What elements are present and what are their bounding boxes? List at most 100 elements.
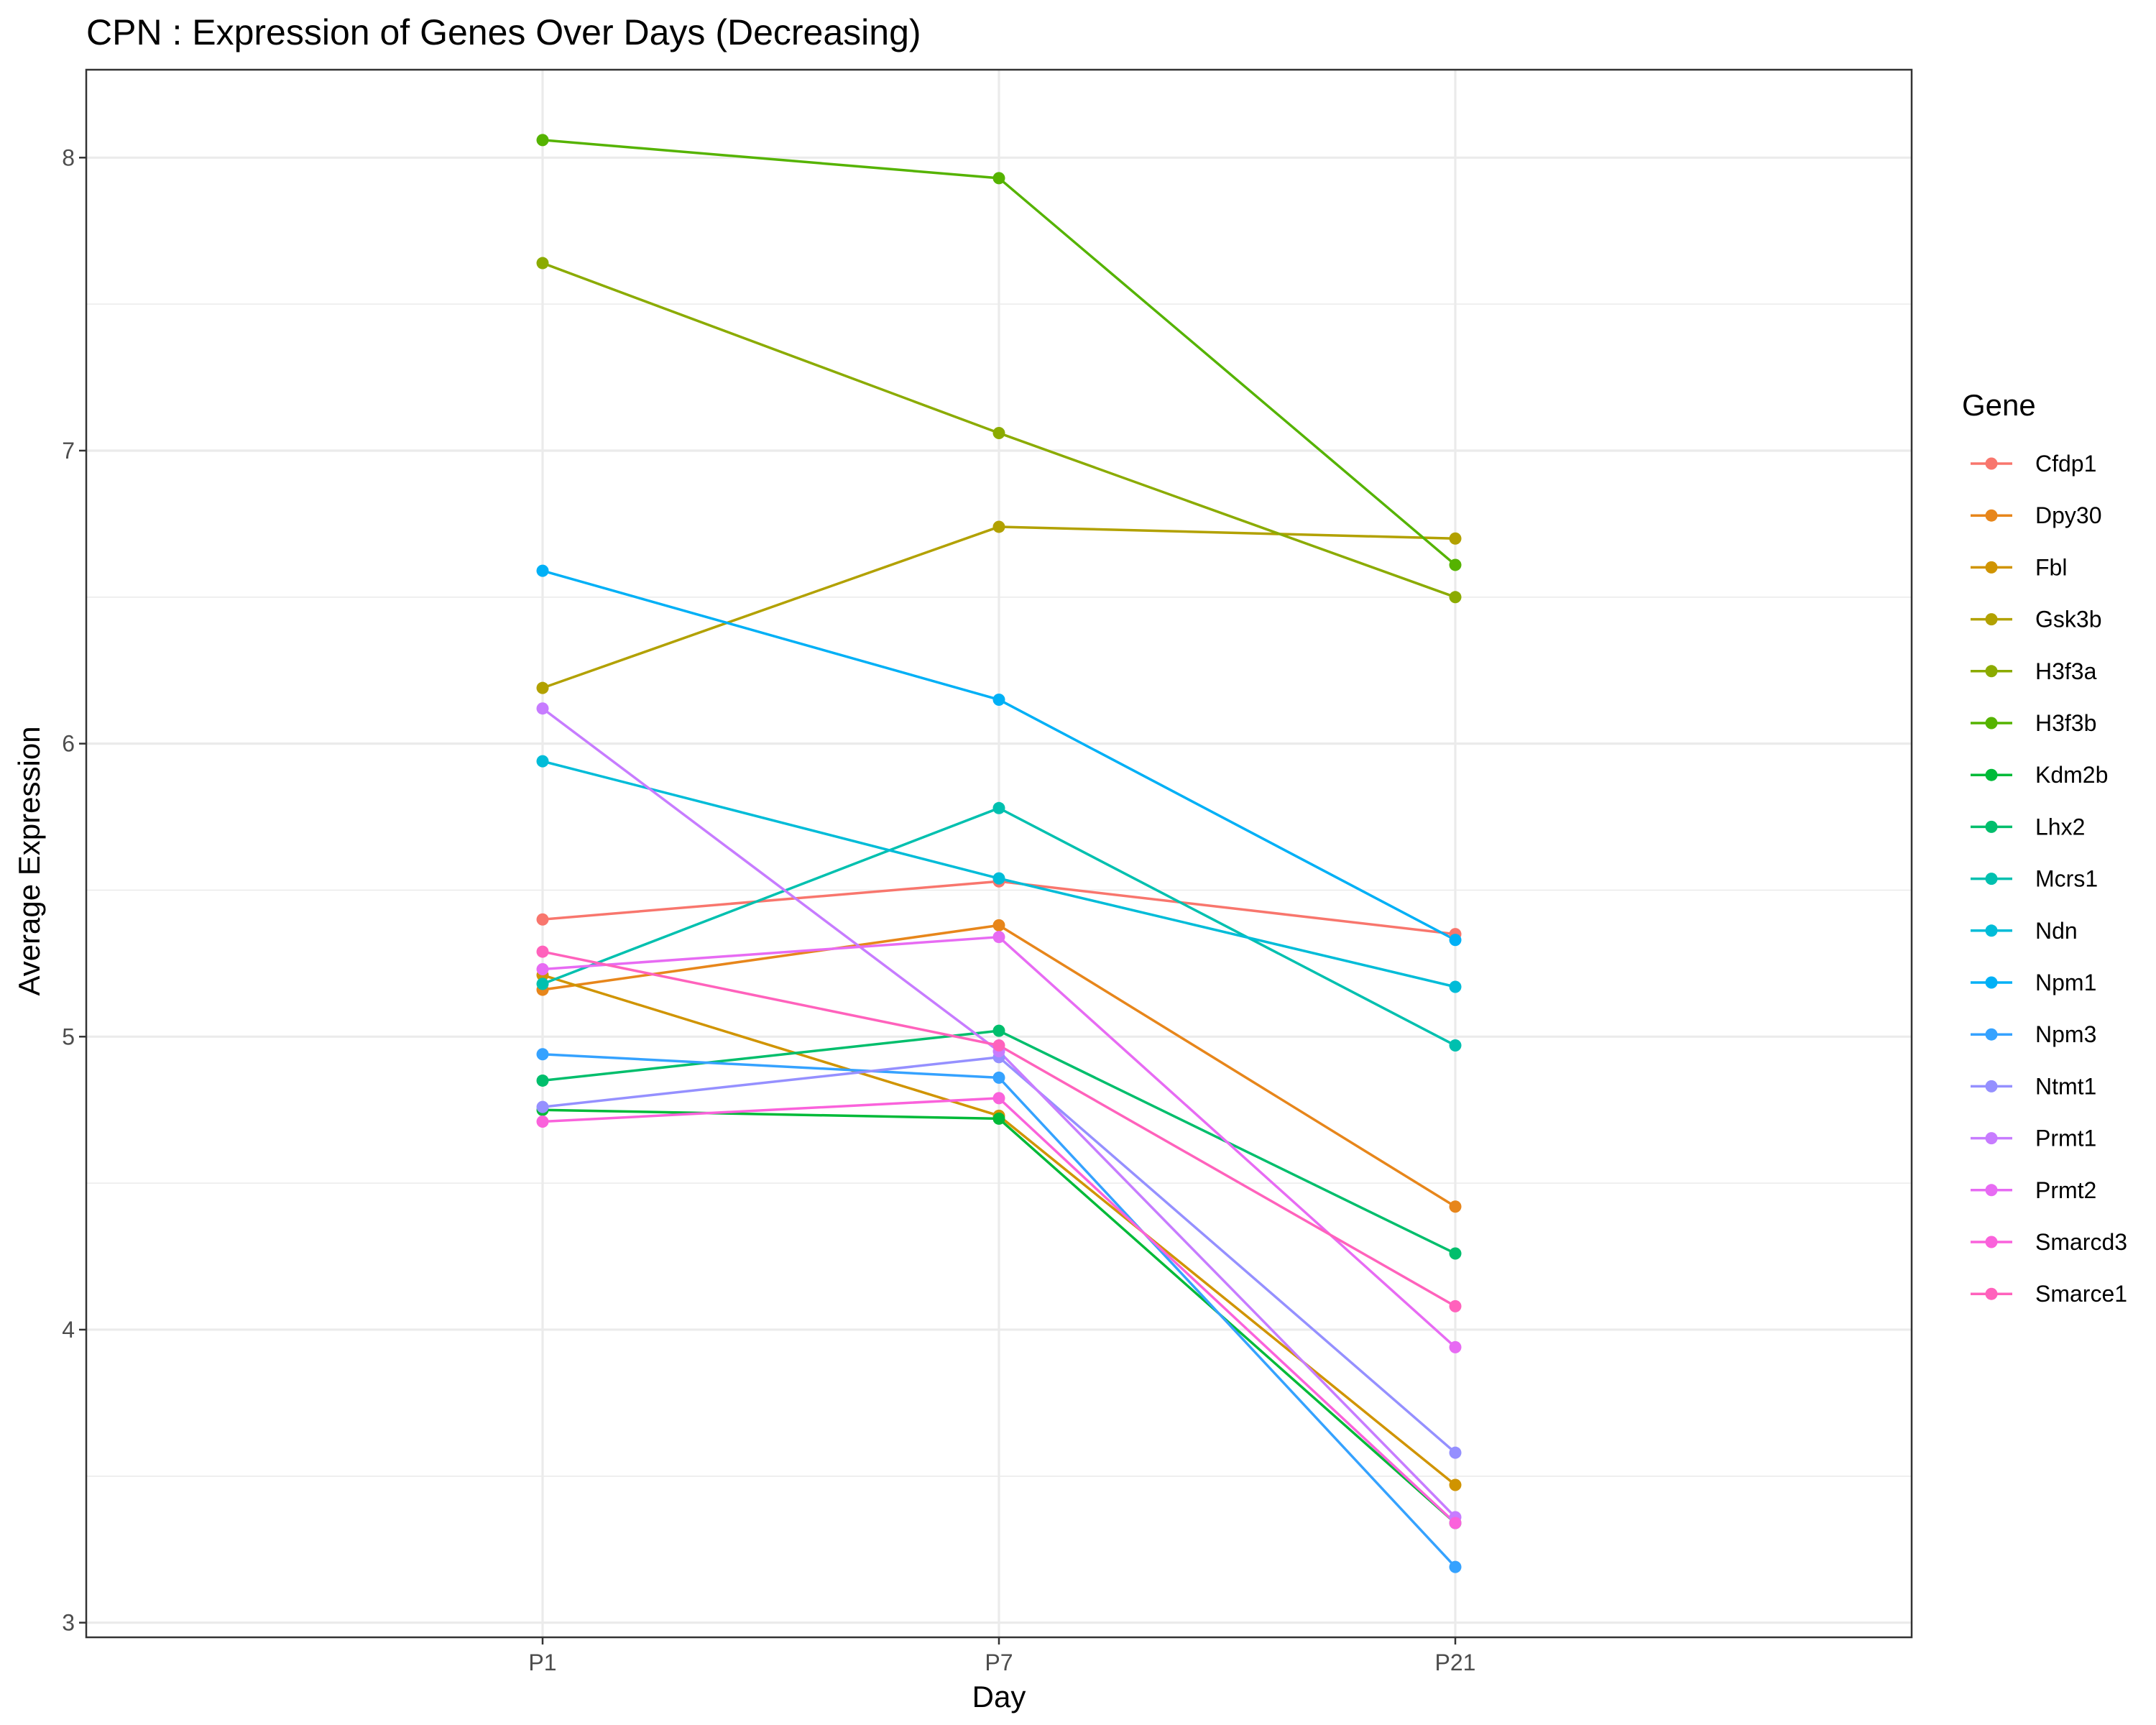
legend-item-smarce1: Smarce1 — [1971, 1281, 2127, 1307]
data-point-prmt2 — [536, 963, 549, 976]
legend-key-point — [1985, 561, 1998, 574]
legend-label: Npm3 — [2035, 1021, 2096, 1047]
data-point-npm3 — [992, 1071, 1005, 1084]
legend-key-point — [1985, 1028, 1998, 1041]
legend-item-prmt2: Prmt2 — [1971, 1177, 2096, 1203]
data-point-dpy30 — [992, 919, 1005, 932]
grid-lines — [86, 70, 1912, 1637]
y-tick-label: 3 — [62, 1610, 75, 1636]
x-tick-label: P1 — [528, 1650, 556, 1675]
y-axis-ticks: 3 4 5 6 7 8 — [62, 144, 86, 1636]
legend-label: Gsk3b — [2035, 607, 2101, 632]
data-point-h3f3b — [1449, 558, 1462, 571]
legend-key-point — [1985, 768, 1998, 781]
legend-label: Dpy30 — [2035, 502, 2102, 528]
data-point-fbl — [1449, 1478, 1462, 1491]
legend-item-smarcd3: Smarcd3 — [1971, 1229, 2127, 1255]
legend-key-point — [1985, 665, 1998, 678]
legend-item-h3f3a: H3f3a — [1971, 658, 2097, 684]
legend-label: Kdm2b — [2035, 762, 2108, 788]
legend-label: Lhx2 — [2035, 814, 2085, 840]
legend-label: Mcrs1 — [2035, 866, 2098, 892]
legend-key-point — [1985, 976, 1998, 989]
legend-key-point — [1985, 717, 1998, 730]
legend-key-point — [1985, 1236, 1998, 1248]
legend-item-h3f3b: H3f3b — [1971, 710, 2096, 736]
data-point-npm3 — [1449, 1560, 1462, 1573]
legend-items: Cfdp1 Dpy30 Fbl Gsk3b H3f3a H3f3b Kdm2b Lhx2 Mcr… — [1971, 451, 2127, 1307]
data-point-npm3 — [536, 1048, 549, 1061]
y-tick-label: 4 — [62, 1317, 75, 1343]
legend-item-kdm2b: Kdm2b — [1971, 762, 2108, 788]
y-tick-label: 7 — [62, 438, 75, 464]
data-point-prmt2 — [992, 931, 1005, 944]
data-point-ndn — [536, 755, 549, 768]
data-point-gsk3b — [536, 681, 549, 694]
legend-key-point — [1985, 1132, 1998, 1145]
data-point-ntmt1 — [536, 1100, 549, 1113]
x-axis-ticks: P1 P7 P21 — [528, 1637, 1475, 1675]
legend-key-point — [1985, 1080, 1998, 1092]
legend-item-prmt1: Prmt1 — [1971, 1126, 2096, 1151]
x-tick-label: P7 — [985, 1650, 1013, 1675]
legend-item-cfdp1: Cfdp1 — [1971, 451, 2096, 477]
legend-title: Gene — [1962, 388, 2036, 422]
data-point-h3f3b — [536, 134, 549, 147]
legend-key-point — [1985, 1287, 1998, 1300]
x-tick-label: P21 — [1435, 1650, 1476, 1675]
legend-item-npm3: Npm3 — [1971, 1021, 2096, 1047]
data-point-ndn — [992, 872, 1005, 885]
legend-key-point — [1985, 873, 1998, 886]
legend-key-point — [1985, 924, 1998, 937]
data-point-lhx2 — [1449, 1247, 1462, 1260]
legend-key-point — [1985, 613, 1998, 626]
data-point-dpy30 — [1449, 1200, 1462, 1213]
legend-key-point — [1985, 820, 1998, 833]
y-tick-label: 6 — [62, 731, 75, 757]
y-tick-label: 8 — [62, 144, 75, 170]
data-point-h3f3b — [992, 172, 1005, 185]
data-point-kdm2b — [992, 1112, 1005, 1125]
data-point-lhx2 — [536, 1074, 549, 1087]
legend-label: Npm1 — [2035, 970, 2096, 995]
data-point-h3f3a — [536, 257, 549, 270]
legend-item-lhx2: Lhx2 — [1971, 814, 2085, 840]
legend-key-point — [1985, 457, 1998, 470]
legend-item-dpy30: Dpy30 — [1971, 502, 2102, 528]
data-point-mcrs1 — [1449, 1039, 1462, 1052]
data-point-smarcd3 — [536, 1116, 549, 1128]
legend-label: Smarcd3 — [2035, 1229, 2127, 1255]
data-point-smarcd3 — [992, 1092, 1005, 1105]
data-point-lhx2 — [992, 1024, 1005, 1037]
data-point-npm1 — [1449, 934, 1462, 947]
data-point-npm1 — [992, 693, 1005, 706]
data-point-ndn — [1449, 980, 1462, 993]
legend-item-npm1: Npm1 — [1971, 970, 2096, 995]
legend-label: Fbl — [2035, 554, 2067, 580]
data-point-prmt2 — [1449, 1340, 1462, 1353]
legend-label: H3f3a — [2035, 658, 2097, 684]
legend-item-ndn: Ndn — [1971, 918, 2078, 944]
data-point-gsk3b — [992, 520, 1005, 533]
data-point-prmt1 — [536, 702, 549, 715]
y-tick-label: 5 — [62, 1024, 75, 1049]
legend-label: Cfdp1 — [2035, 451, 2096, 477]
legend-label: Smarce1 — [2035, 1281, 2127, 1307]
data-point-npm1 — [536, 564, 549, 577]
legend-label: Ntmt1 — [2035, 1073, 2096, 1099]
chart-title: CPN : Expression of Genes Over Days (Dec… — [86, 12, 921, 52]
data-point-h3f3a — [992, 427, 1005, 440]
legend-label: Prmt2 — [2035, 1177, 2096, 1203]
legend-item-mcrs1: Mcrs1 — [1971, 866, 2098, 892]
data-point-smarce1 — [992, 1039, 1005, 1052]
data-point-gsk3b — [1449, 532, 1462, 545]
data-point-ntmt1 — [1449, 1446, 1462, 1459]
legend-item-gsk3b: Gsk3b — [1971, 607, 2101, 632]
y-axis-title: Average Expression — [12, 726, 46, 995]
legend: Gene Cfdp1 Dpy30 Fbl Gsk3b H3f3a H3f3b Kdm2b Lh… — [1962, 388, 2127, 1307]
legend-key-point — [1985, 509, 1998, 522]
data-point-mcrs1 — [992, 801, 1005, 814]
data-point-mcrs1 — [536, 978, 549, 990]
